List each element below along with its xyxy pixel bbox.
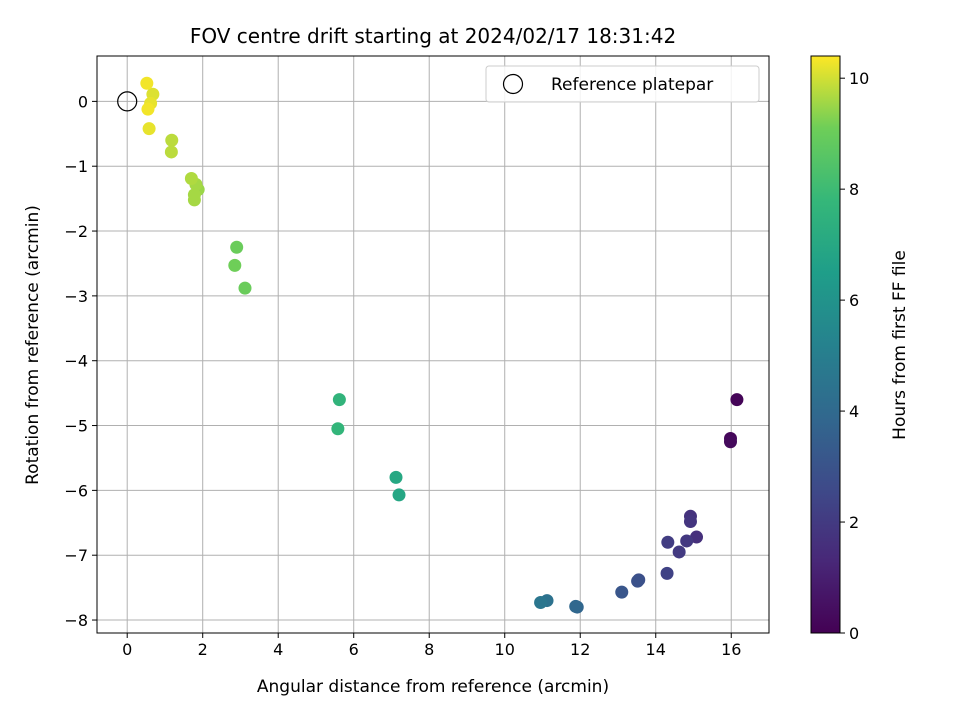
- data-point: [230, 240, 244, 254]
- data-point: [723, 435, 737, 449]
- x-tick-label: 16: [721, 640, 741, 659]
- data-point: [690, 530, 704, 544]
- data-point: [661, 535, 675, 549]
- y-tick-label: −2: [64, 222, 88, 241]
- data-point: [164, 145, 178, 159]
- legend-reference-marker: [502, 73, 524, 95]
- colorbar-tick-label: 6: [849, 291, 859, 310]
- data-point: [332, 393, 346, 407]
- reference-marker: [117, 91, 138, 112]
- colorbar-ticks: 0 2 4 6 8 10: [840, 69, 869, 643]
- x-tick-label: 2: [198, 640, 208, 659]
- y-tick-label: 0: [78, 92, 88, 111]
- x-tick-label: 10: [495, 640, 515, 659]
- data-points: [140, 76, 744, 614]
- data-point: [672, 545, 686, 559]
- data-point: [187, 193, 201, 207]
- data-point: [683, 514, 697, 528]
- legend: Reference platepar: [485, 65, 760, 103]
- data-point: [141, 102, 155, 116]
- data-point: [392, 488, 406, 502]
- x-tick-label: 12: [570, 640, 590, 659]
- data-point: [631, 574, 645, 588]
- data-point: [331, 422, 345, 436]
- colorbar-tick-label: 4: [849, 402, 859, 421]
- y-tick-label: −8: [64, 611, 88, 630]
- y-tick-label: −5: [64, 417, 88, 436]
- x-axis-ticks: 0 2 4 6 8 10 12 14 16: [122, 633, 741, 659]
- colorbar-tick-label: 2: [849, 513, 859, 532]
- x-axis-label: Angular distance from reference (arcmin): [257, 677, 609, 697]
- colorbar: 0 2 4 6 8 10 Hours from first FF file: [810, 55, 910, 643]
- y-tick-label: −7: [64, 546, 88, 565]
- y-tick-label: −4: [64, 352, 88, 371]
- x-tick-label: 6: [349, 640, 359, 659]
- data-point: [140, 76, 154, 90]
- data-point: [660, 566, 674, 580]
- x-tick-label: 0: [122, 640, 132, 659]
- colorbar-tick-label: 8: [849, 180, 859, 199]
- x-tick-label: 4: [273, 640, 283, 659]
- data-point: [238, 281, 252, 295]
- colorbar-label: Hours from first FF file: [890, 250, 910, 440]
- y-tick-label: −3: [64, 287, 88, 306]
- chart-title: FOV centre drift starting at 2024/02/17 …: [190, 24, 676, 48]
- legend-label: Reference platepar: [551, 75, 713, 95]
- legend-box: [485, 65, 760, 103]
- plot-frame: [96, 55, 770, 634]
- y-axis-label: Rotation from reference (arcmin): [23, 205, 43, 485]
- data-point: [184, 172, 198, 186]
- data-point: [730, 393, 744, 407]
- colorbar-tick-label: 0: [849, 624, 859, 643]
- data-point: [534, 596, 548, 610]
- grid-lines: [97, 56, 769, 633]
- data-point: [569, 599, 583, 613]
- y-axis-ticks: 0 −1 −2 −3 −4 −5 −6 −7 −8: [64, 92, 97, 630]
- data-point: [142, 122, 156, 136]
- data-point: [615, 585, 629, 599]
- y-tick-label: −1: [64, 157, 88, 176]
- data-point: [228, 258, 242, 272]
- data-point: [165, 133, 179, 147]
- data-point: [389, 470, 403, 484]
- colorbar-tick-label: 10: [849, 69, 869, 88]
- data-point: [680, 534, 694, 548]
- x-tick-label: 14: [646, 640, 666, 659]
- y-tick-label: −6: [64, 481, 88, 500]
- colorbar-gradient: [810, 55, 841, 634]
- reference-layer: [117, 91, 138, 112]
- x-tick-label: 8: [424, 640, 434, 659]
